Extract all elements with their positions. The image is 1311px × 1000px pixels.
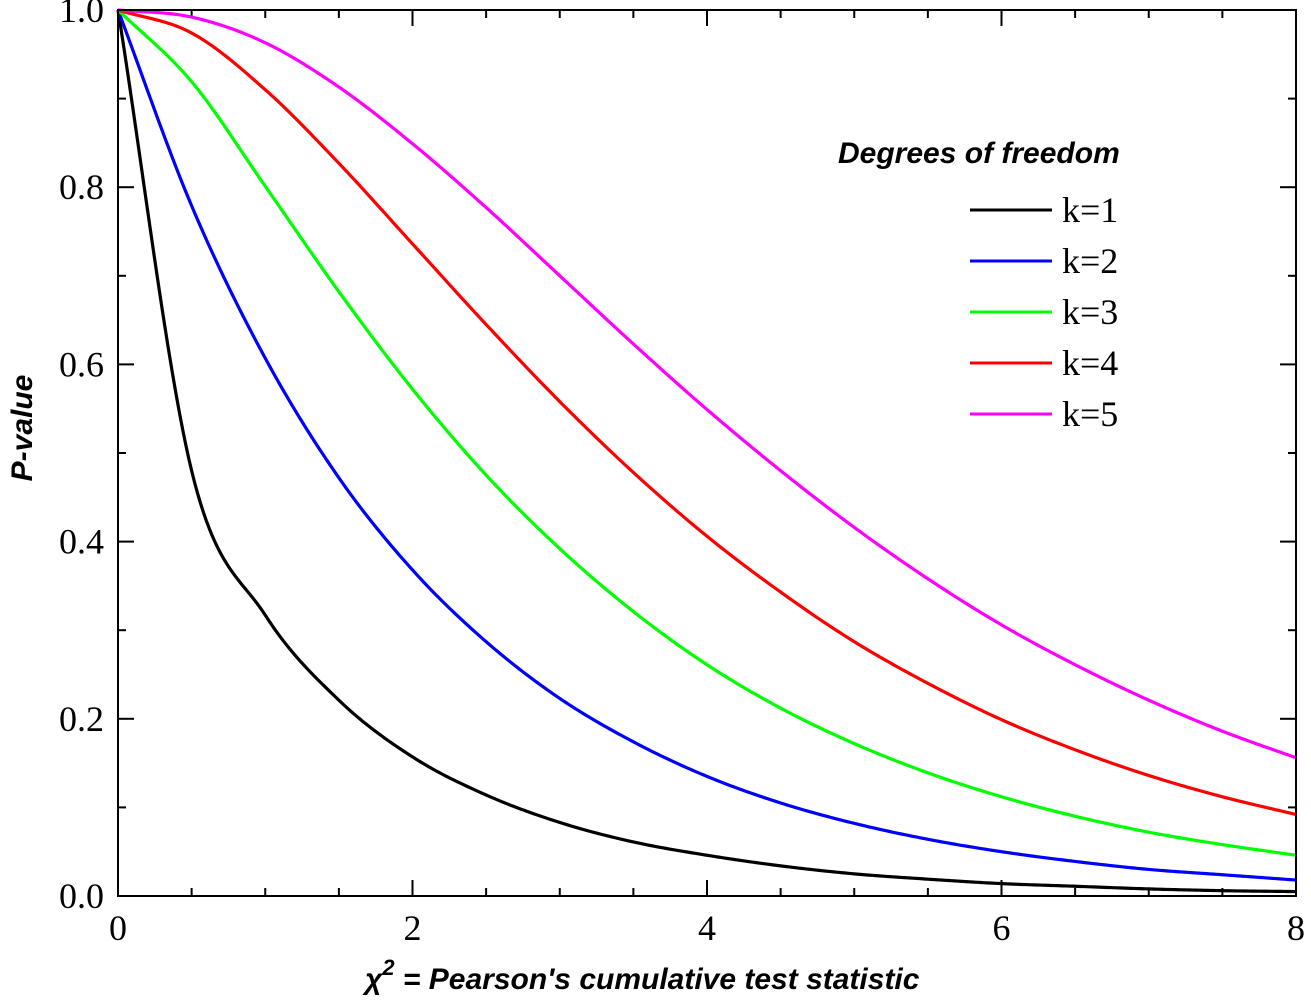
x-axis-label-superscript: 2 — [381, 955, 395, 980]
x-axis-label-text: = Pearson's cumulative test statistic — [395, 963, 920, 996]
axis-ticks — [117, 9, 1297, 897]
legend-label: k=5 — [1062, 394, 1118, 434]
x-tick-label: 4 — [698, 908, 716, 948]
x-tick-label: 2 — [404, 908, 422, 948]
y-axis-label: P-value — [6, 375, 39, 482]
x-tick-label: 8 — [1287, 908, 1305, 948]
series-line-k=4 — [117, 8, 1297, 817]
x-tick-label: 6 — [993, 908, 1011, 948]
legend-label: k=2 — [1062, 241, 1118, 281]
series-line-k=1 — [116, 9, 1297, 894]
series-line-k=5 — [117, 8, 1297, 760]
y-tick-label: 0.4 — [59, 522, 104, 562]
tick-labels: 0 2 4 6 8 0.0 0.2 0.4 0.6 0.8 1.0 — [59, 0, 1305, 948]
legend-items: k=1 k=2 k=3 k=4 k=5 — [970, 190, 1118, 434]
series-lines — [116, 8, 1297, 894]
y-tick-label: 0.6 — [59, 344, 104, 384]
x-axis-label: χ2 = Pearson's cumulative test statistic — [362, 955, 920, 996]
y-tick-label: 0.8 — [59, 167, 104, 207]
x-tick-label: 0 — [109, 908, 127, 948]
plot-frame — [117, 9, 1297, 897]
legend-label: k=1 — [1062, 190, 1118, 230]
series-line-k=2 — [116, 9, 1297, 882]
y-tick-label: 0.0 — [59, 876, 104, 916]
y-tick-label: 0.2 — [59, 699, 104, 739]
y-tick-label: 1.0 — [59, 0, 104, 30]
legend-title: Degrees of freedom — [838, 137, 1120, 170]
legend-label: k=4 — [1062, 343, 1118, 383]
x-axis-label-symbol: χ — [362, 963, 384, 996]
legend-label: k=3 — [1062, 292, 1118, 332]
legend: Degrees of freedom k=1 k=2 k=3 k=4 k=5 — [838, 137, 1120, 434]
series-line-k=3 — [116, 8, 1297, 857]
